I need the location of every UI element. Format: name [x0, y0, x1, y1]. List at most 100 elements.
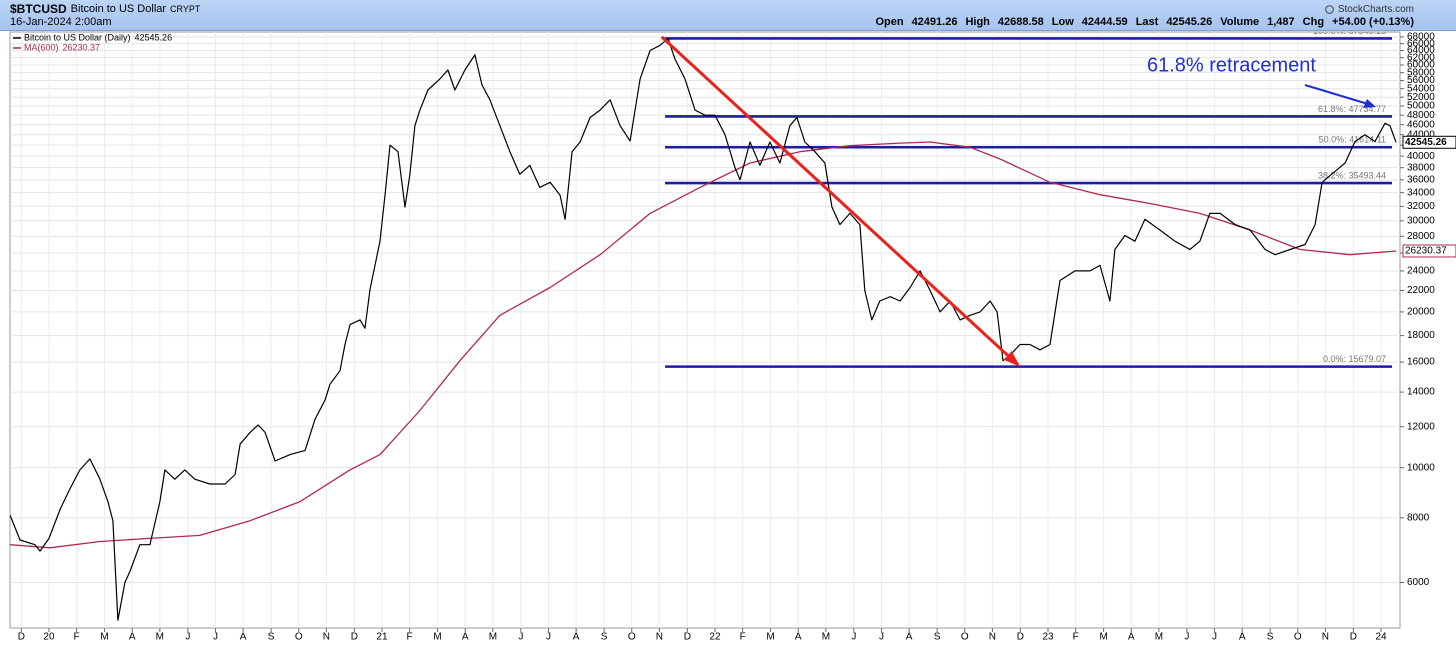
- date: 16-Jan-2024 2:00am: [10, 16, 112, 28]
- x-tick-label: 21: [376, 632, 388, 643]
- x-tick-label: N: [656, 632, 663, 643]
- x-tick-label: A: [129, 632, 136, 643]
- x-tick-label: M: [156, 632, 164, 643]
- x-tick-label: D: [1017, 632, 1024, 643]
- x-tick-label: A: [462, 632, 469, 643]
- y-tick-label: 62000: [1407, 52, 1435, 63]
- x-tick-label: 23: [1042, 632, 1054, 643]
- quote-label: Low: [1051, 16, 1074, 28]
- y-tick-label: 56000: [1407, 75, 1435, 86]
- x-tick-label: A: [1239, 632, 1246, 643]
- y-tick-label: 46000: [1407, 119, 1435, 130]
- symbol-name: Bitcoin to US Dollar: [70, 3, 167, 15]
- y-tick-label: 34000: [1407, 187, 1435, 198]
- quote-label: Volume: [1220, 16, 1260, 28]
- x-tick-label: N: [1322, 632, 1329, 643]
- y-tick-label: 58000: [1407, 67, 1435, 78]
- last-value-box: [1402, 244, 1456, 258]
- x-tick-label: M: [766, 632, 774, 643]
- y-tick-label: 54000: [1407, 83, 1435, 94]
- last-value-label: 26230.37: [1405, 246, 1447, 257]
- y-tick-label: 22000: [1407, 285, 1435, 296]
- quote-value: 42444.59: [1081, 16, 1128, 28]
- x-tick-label: M: [489, 632, 497, 643]
- x-tick-label: J: [879, 632, 884, 643]
- y-tick-label: 64000: [1407, 45, 1435, 56]
- axes: 6000 8000 10000 12000 14000 16000 18000 20000 22…: [13, 32, 1456, 643]
- quote-value: 42545.26: [1166, 16, 1213, 28]
- y-tick-label: 38000: [1407, 162, 1435, 173]
- legend-value: 26230.37: [63, 42, 101, 52]
- series-line: [10, 38, 1397, 621]
- x-tick-label: O: [295, 632, 303, 643]
- x-tick-label: J: [546, 632, 551, 643]
- quote-value: 42491.26: [911, 16, 958, 28]
- x-tick-label: A: [240, 632, 247, 643]
- x-tick-label: O: [628, 632, 636, 643]
- y-tick-label: 8000: [1407, 512, 1430, 523]
- annotation-arrowhead: [1363, 99, 1376, 108]
- x-tick-label: J: [185, 632, 190, 643]
- x-tick-label: 24: [1375, 632, 1387, 643]
- header-row: 16-Jan-2024 2:00am Open 42491.26 High 42688…: [10, 15, 1414, 29]
- y-tick-label: 6000: [1407, 577, 1430, 588]
- symbol: $BTCUSD: [10, 2, 67, 16]
- quote-label: Open: [875, 16, 904, 28]
- annotation-arrow: [1304, 84, 1369, 105]
- x-tick-label: A: [573, 632, 580, 643]
- x-tick-label: O: [961, 632, 969, 643]
- quote-label: Last: [1135, 16, 1159, 28]
- series-line: [10, 141, 1397, 549]
- x-tick-label: A: [795, 632, 802, 643]
- y-tick-label: 10000: [1407, 462, 1435, 473]
- x-tick-label: J: [518, 632, 523, 643]
- y-tick-label: 14000: [1407, 387, 1435, 398]
- y-tick-label: 50000: [1407, 101, 1435, 112]
- x-tick-label: J: [1184, 632, 1189, 643]
- legend-label: Bitcoin to US Dollar (Daily): [24, 32, 131, 42]
- quote-value: +54.00 (+0.13%): [1332, 16, 1414, 28]
- quote-label: Chg: [1302, 16, 1325, 28]
- header-row: $BTCUSD Bitcoin to US Dollar CRYPT Stock…: [10, 2, 1414, 16]
- x-tick-label: 20: [43, 632, 55, 643]
- y-tick-label: 40000: [1407, 151, 1435, 162]
- exchange: CRYPT: [170, 4, 201, 14]
- x-tick-label: N: [989, 632, 996, 643]
- y-tick-label: 52000: [1407, 92, 1435, 103]
- x-tick-label: F: [740, 632, 746, 643]
- y-tick-label: 16000: [1407, 357, 1435, 368]
- y-tick-label: 44000: [1407, 129, 1435, 140]
- retracement-label: 100.0%: 67549.15: [1313, 26, 1386, 36]
- y-tick-label: 66000: [1407, 38, 1435, 49]
- marks: 100.0%: 67549.15 61.8%: 47734.77 50.0%: 41…: [10, 26, 1397, 621]
- header: $BTCUSD Bitcoin to US Dollar CRYPT Stock…: [0, 0, 1456, 31]
- x-tick-label: F: [407, 632, 413, 643]
- x-tick-label: M: [1155, 632, 1163, 643]
- quote-value: 42688.58: [997, 16, 1044, 28]
- y-tick-label: 30000: [1407, 215, 1435, 226]
- x-tick-label: M: [433, 632, 441, 643]
- y-tick-label: 20000: [1407, 307, 1435, 318]
- x-tick-label: A: [906, 632, 913, 643]
- legend-value: 42545.26: [135, 32, 173, 42]
- x-tick-label: N: [323, 632, 330, 643]
- trendline: [660, 35, 1020, 366]
- quote-label: High: [965, 16, 990, 28]
- y-tick-label: 24000: [1407, 266, 1435, 277]
- retracement-label: 38.2%: 35493.44: [1318, 170, 1386, 180]
- x-tick-label: M: [822, 632, 830, 643]
- y-tick-label: 12000: [1407, 421, 1435, 432]
- x-tick-label: S: [268, 632, 275, 643]
- quote-value: 1,487: [1267, 16, 1295, 28]
- x-tick-label: S: [601, 632, 608, 643]
- x-tick-label: O: [1294, 632, 1302, 643]
- y-tick-label: 18000: [1407, 330, 1435, 341]
- x-tick-label: S: [934, 632, 941, 643]
- annotation: 61.8% retracement: [1147, 54, 1316, 76]
- retracement-label: 61.8%: 47734.77: [1318, 104, 1386, 114]
- y-tick-label: 60000: [1407, 60, 1435, 71]
- last-value-box: [1402, 135, 1456, 149]
- x-tick-label: F: [1073, 632, 1079, 643]
